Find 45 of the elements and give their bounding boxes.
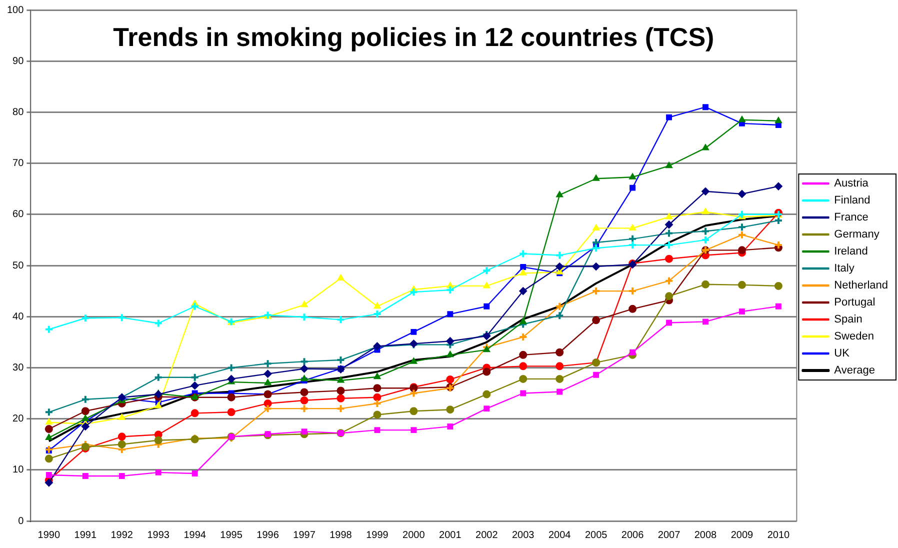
x-tick-label: 2001 bbox=[439, 530, 462, 541]
legend-label: Finland bbox=[834, 194, 870, 207]
y-tick-label: 0 bbox=[18, 516, 24, 527]
x-tick-label: 2004 bbox=[548, 530, 572, 541]
legend-label: Ireland bbox=[834, 246, 868, 258]
x-tick-label: 1990 bbox=[38, 530, 60, 541]
x-tick-label: 2006 bbox=[621, 530, 644, 541]
y-tick-label: 10 bbox=[12, 464, 24, 476]
y-tick-label: 40 bbox=[12, 311, 24, 322]
x-tick-label: 2002 bbox=[476, 530, 498, 541]
legend-label: Average bbox=[834, 364, 875, 377]
x-tick-label: 1995 bbox=[220, 530, 243, 541]
x-tick-label: 1993 bbox=[147, 530, 170, 541]
y-tick-label: 20 bbox=[12, 414, 24, 425]
x-tick-label: 2008 bbox=[694, 530, 718, 541]
x-tick-label: 1994 bbox=[184, 530, 206, 541]
legend-label: Italy bbox=[834, 262, 855, 275]
legend-label: Austria bbox=[834, 178, 870, 190]
y-tick-label: 60 bbox=[12, 209, 24, 220]
x-tick-label: 2000 bbox=[402, 530, 426, 541]
text: Trends in smoking policies in 12 countries (TCS) bbox=[113, 22, 714, 52]
x-tick-label: 2005 bbox=[584, 530, 608, 541]
legend-label: UK bbox=[834, 348, 850, 360]
y-tick-label: 90 bbox=[12, 56, 24, 67]
x-tick-label: 2009 bbox=[730, 530, 754, 541]
y-tick-label: 50 bbox=[12, 260, 24, 272]
legend-label: Spain bbox=[834, 314, 862, 326]
legend-label: Netherland bbox=[834, 280, 888, 292]
y-tick-label: 30 bbox=[12, 362, 24, 374]
y-tick-label: 80 bbox=[12, 106, 24, 118]
y-tick-label: 70 bbox=[12, 158, 24, 170]
x-tick-label: 2010 bbox=[767, 530, 790, 541]
legend-label: France bbox=[834, 212, 868, 224]
legend-label: Germany bbox=[834, 228, 880, 241]
legend-label: Portugal bbox=[834, 296, 876, 309]
x-tick-label: 1998 bbox=[330, 530, 352, 541]
x-tick-label: 2003 bbox=[512, 530, 535, 541]
x-tick-label: 1996 bbox=[256, 530, 280, 541]
x-tick-label: 1991 bbox=[74, 530, 97, 541]
x-tick-label: 1992 bbox=[110, 530, 134, 541]
x-tick-label: 1999 bbox=[366, 530, 389, 541]
y-tick-label: 100 bbox=[6, 4, 24, 16]
legend-label: Sweden bbox=[834, 330, 874, 343]
x-tick-label: 2007 bbox=[658, 530, 681, 541]
x-tick-label: 1997 bbox=[293, 530, 316, 541]
